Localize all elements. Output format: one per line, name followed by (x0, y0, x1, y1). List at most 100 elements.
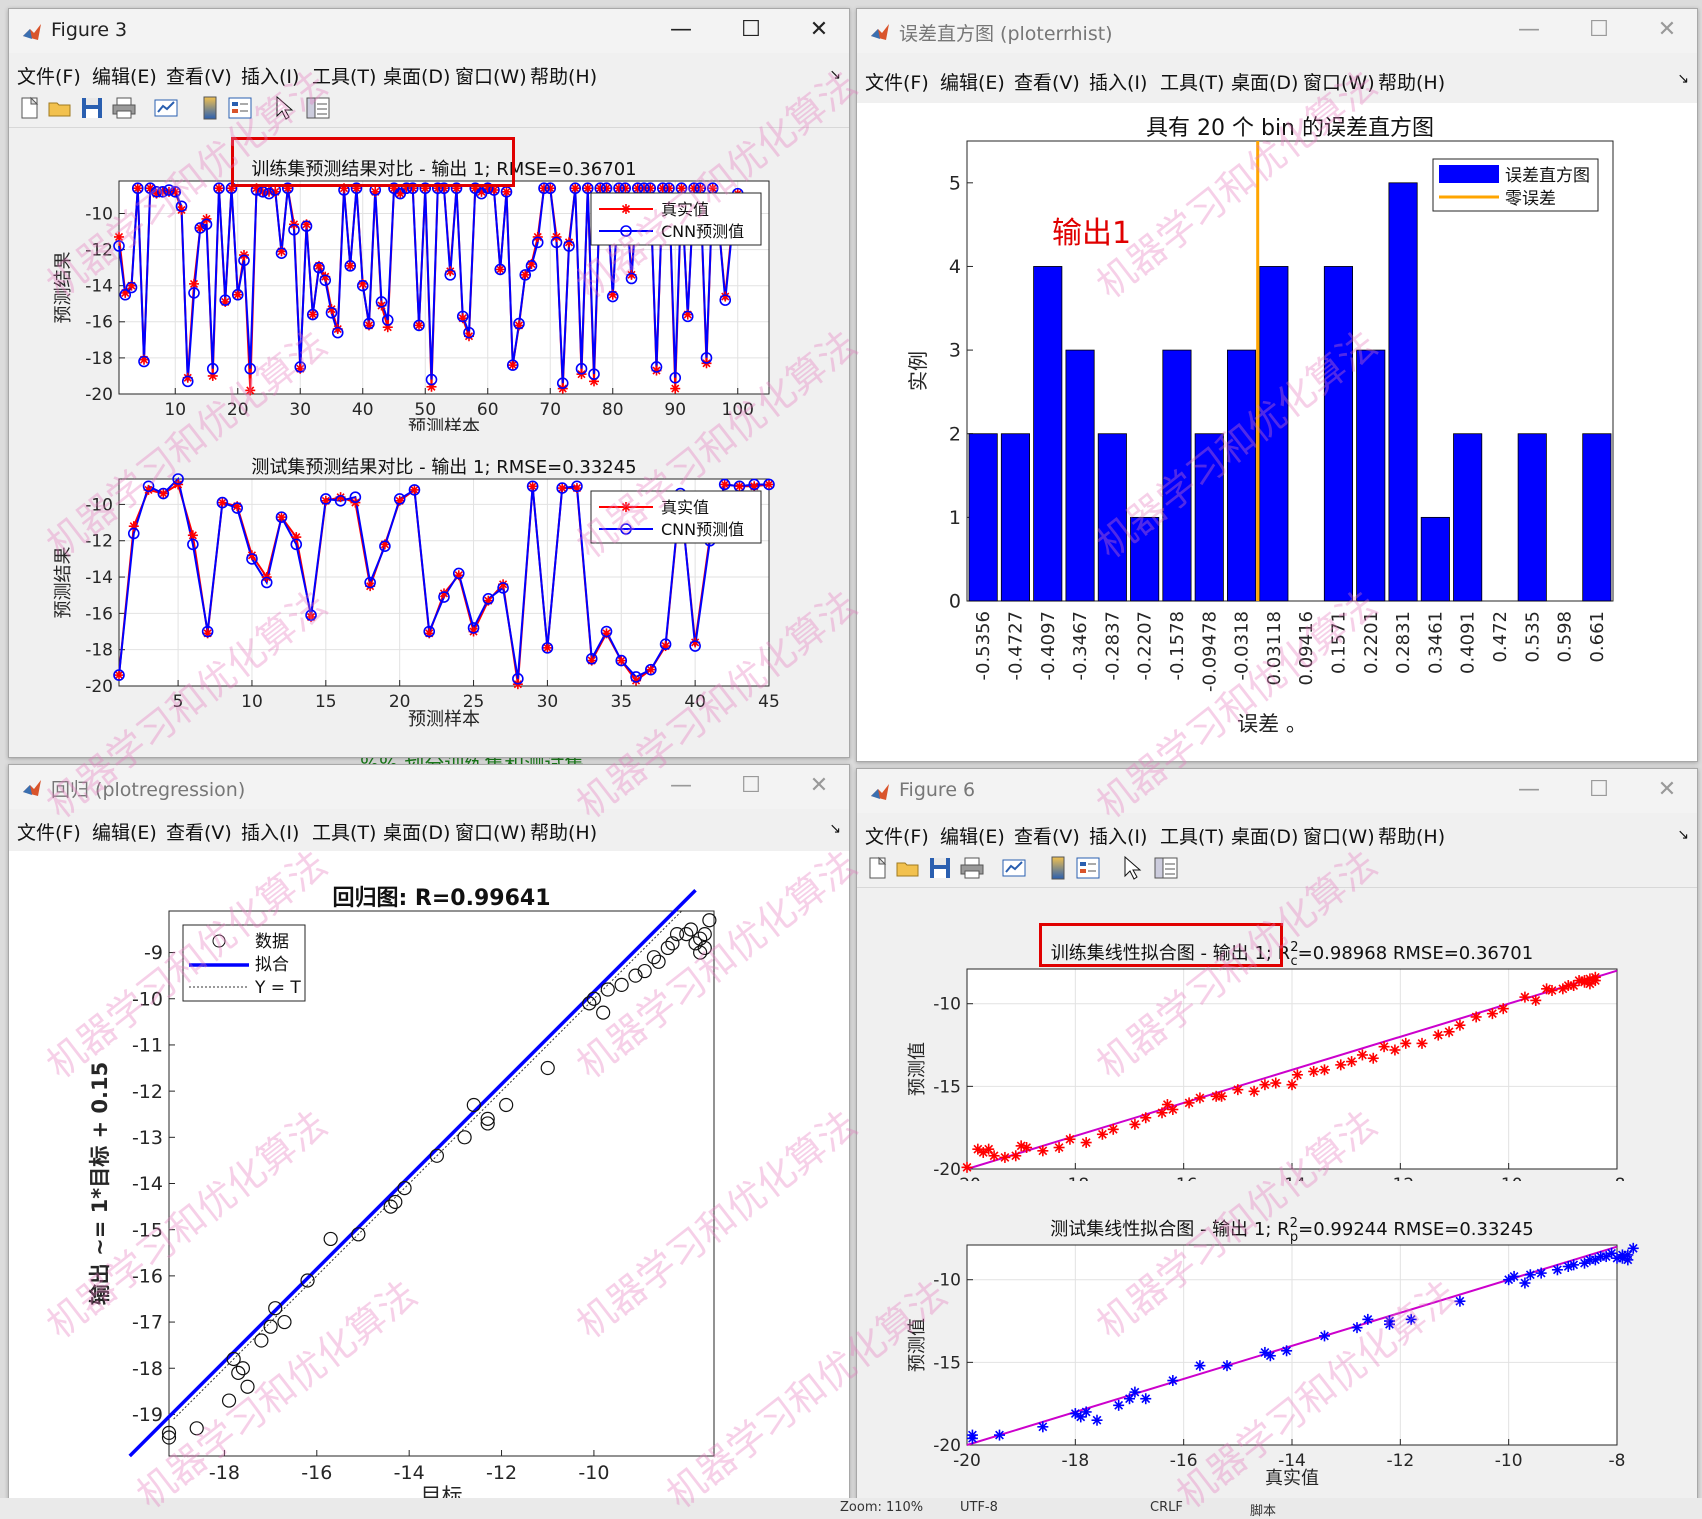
window-error-histogram[interactable]: 误差直方图 (ploterrhist) — ☐ ✕ 文件(F) 编辑(E) 查看(V… (856, 8, 1698, 762)
menu-item[interactable]: 窗口(W) (455, 822, 527, 844)
menu-item[interactable]: 文件(F) (17, 66, 81, 88)
menu-item[interactable]: 编辑(E) (92, 822, 157, 844)
legend-icon[interactable] (227, 95, 253, 121)
menu-item[interactable]: 工具(T) (1160, 826, 1225, 848)
pointer-icon[interactable] (1119, 855, 1145, 881)
menu-item[interactable]: 窗口(W) (455, 66, 527, 88)
close-button[interactable]: ✕ (809, 17, 829, 42)
data-point-star (1194, 1092, 1206, 1104)
dock-pin-icon[interactable]: ↘ (829, 821, 841, 837)
data-point-star (994, 1429, 1005, 1441)
status-bar: Zoom: 110% UTF-8 CRLF 脚本 (0, 1498, 1702, 1519)
maximize-button[interactable]: ☐ (741, 773, 761, 798)
titlebar[interactable]: 误差直方图 (ploterrhist) — ☐ ✕ (857, 9, 1697, 53)
y-tick-label: -12 (85, 241, 113, 261)
data-point-star (1129, 1386, 1141, 1398)
menu-item[interactable]: 文件(F) (865, 72, 929, 94)
window-figure3[interactable]: Figure 3 — ☐ ✕ 文件(F) 编辑(E) 查看(V) 插入(I) 工具(T)… (8, 8, 850, 758)
print-icon[interactable] (111, 95, 137, 121)
minimize-button[interactable]: — (670, 773, 692, 798)
new-file-icon[interactable] (17, 95, 43, 121)
data-point-circle (277, 1314, 292, 1330)
maximize-button[interactable]: ☐ (1589, 17, 1609, 42)
minimize-button[interactable]: — (670, 17, 692, 42)
titlebar[interactable]: 回归 (plotregression) — ☐ ✕ (9, 765, 849, 809)
data-point-star (214, 183, 224, 194)
window-regression[interactable]: 回归 (plotregression) — ☐ ✕ 文件(F) 编辑(E) 查看(V… (8, 764, 850, 1500)
data-point-star (1124, 1393, 1135, 1405)
menu-item[interactable]: 窗口(W) (1303, 72, 1375, 94)
x-tick-label: -0.5356 (973, 611, 994, 680)
menu-item[interactable]: 查看(V) (166, 66, 232, 88)
data-point-circle (206, 362, 219, 375)
property-inspector-icon[interactable] (305, 95, 331, 121)
menu-item[interactable]: 查看(V) (1014, 72, 1080, 94)
menu-item[interactable]: 编辑(E) (940, 72, 1005, 94)
menu-item[interactable]: 文件(F) (865, 826, 929, 848)
open-folder-icon[interactable] (895, 855, 921, 881)
menu-item[interactable]: 插入(I) (241, 822, 300, 844)
close-button[interactable]: ✕ (1657, 17, 1677, 42)
close-button[interactable]: ✕ (809, 773, 829, 798)
menu-item[interactable]: 桌面(D) (383, 822, 451, 844)
menu-item[interactable]: 文件(F) (17, 822, 81, 844)
link-plot-icon[interactable] (1001, 855, 1027, 881)
data-point-circle (588, 368, 600, 380)
x-tick-label: 0.4091 (1458, 611, 1479, 674)
titlebar[interactable]: Figure 3 — ☐ ✕ (9, 9, 849, 53)
data-point-star (621, 502, 631, 512)
menu-item[interactable]: 工具(T) (312, 66, 377, 88)
y-tick-label: -16 (85, 313, 113, 333)
property-inspector-icon[interactable] (1153, 855, 1179, 881)
menu-item[interactable]: 工具(T) (312, 822, 377, 844)
dock-pin-icon[interactable]: ↘ (829, 67, 841, 83)
close-button[interactable]: ✕ (1657, 777, 1677, 802)
menu-item[interactable]: 工具(T) (1160, 72, 1225, 94)
menu-item[interactable]: 桌面(D) (1231, 72, 1299, 94)
legend-icon[interactable] (1075, 855, 1101, 881)
menu-item[interactable]: 帮助(H) (1378, 72, 1446, 94)
print-icon[interactable] (959, 855, 985, 881)
new-file-icon[interactable] (865, 855, 891, 881)
x-tick-label: 0.03118 (1264, 611, 1285, 685)
open-folder-icon[interactable] (47, 95, 73, 121)
menu-item[interactable]: 插入(I) (1089, 826, 1148, 848)
save-icon[interactable] (927, 855, 953, 881)
maximize-button[interactable]: ☐ (1589, 777, 1609, 802)
menu-item[interactable]: 帮助(H) (1378, 826, 1446, 848)
titlebar[interactable]: Figure 6 — ☐ ✕ (857, 769, 1697, 813)
data-point-circle (581, 182, 594, 195)
legend-label: 数据 (255, 932, 289, 952)
colorbar-icon[interactable] (197, 95, 223, 121)
menu-item[interactable]: 插入(I) (241, 66, 300, 88)
colorbar-icon[interactable] (1045, 855, 1071, 881)
legend-label: CNN预测值 (661, 222, 744, 241)
save-icon[interactable] (79, 95, 105, 121)
window-figure6[interactable]: Figure 6 — ☐ ✕ 文件(F) 编辑(E) 查看(V) 插入(I) 工具(T)… (856, 768, 1698, 1500)
menubar: 文件(F) 编辑(E) 查看(V) 插入(I) 工具(T) 桌面(D) 窗口(W) 帮助(H) (857, 63, 1697, 97)
menu-item[interactable]: 桌面(D) (383, 66, 451, 88)
pointer-icon[interactable] (271, 95, 297, 121)
data-point-circle (585, 652, 598, 665)
menu-item[interactable]: 窗口(W) (1303, 826, 1375, 848)
minimize-button[interactable]: — (1518, 17, 1540, 42)
menu-item[interactable]: 编辑(E) (940, 826, 1005, 848)
x-tick-label: -18 (209, 1462, 240, 1484)
data-point-circle (383, 1199, 398, 1214)
dock-pin-icon[interactable]: ↘ (1677, 71, 1689, 87)
link-plot-icon[interactable] (153, 95, 179, 121)
menu-item[interactable]: 查看(V) (1014, 826, 1080, 848)
dock-pin-icon[interactable]: ↘ (1677, 827, 1689, 843)
data-point-circle (544, 182, 557, 195)
menu-item[interactable]: 桌面(D) (1231, 826, 1299, 848)
x-tick-label: 40 (352, 400, 374, 420)
menu-item[interactable]: 编辑(E) (92, 66, 157, 88)
minimize-button[interactable]: — (1518, 777, 1540, 802)
data-point-circle (693, 945, 708, 960)
menu-item[interactable]: 帮助(H) (530, 822, 598, 844)
maximize-button[interactable]: ☐ (741, 17, 761, 42)
menu-item[interactable]: 查看(V) (166, 822, 232, 844)
y-tick-label: -11 (132, 1035, 163, 1057)
menu-item[interactable]: 帮助(H) (530, 66, 598, 88)
menu-item[interactable]: 插入(I) (1089, 72, 1148, 94)
